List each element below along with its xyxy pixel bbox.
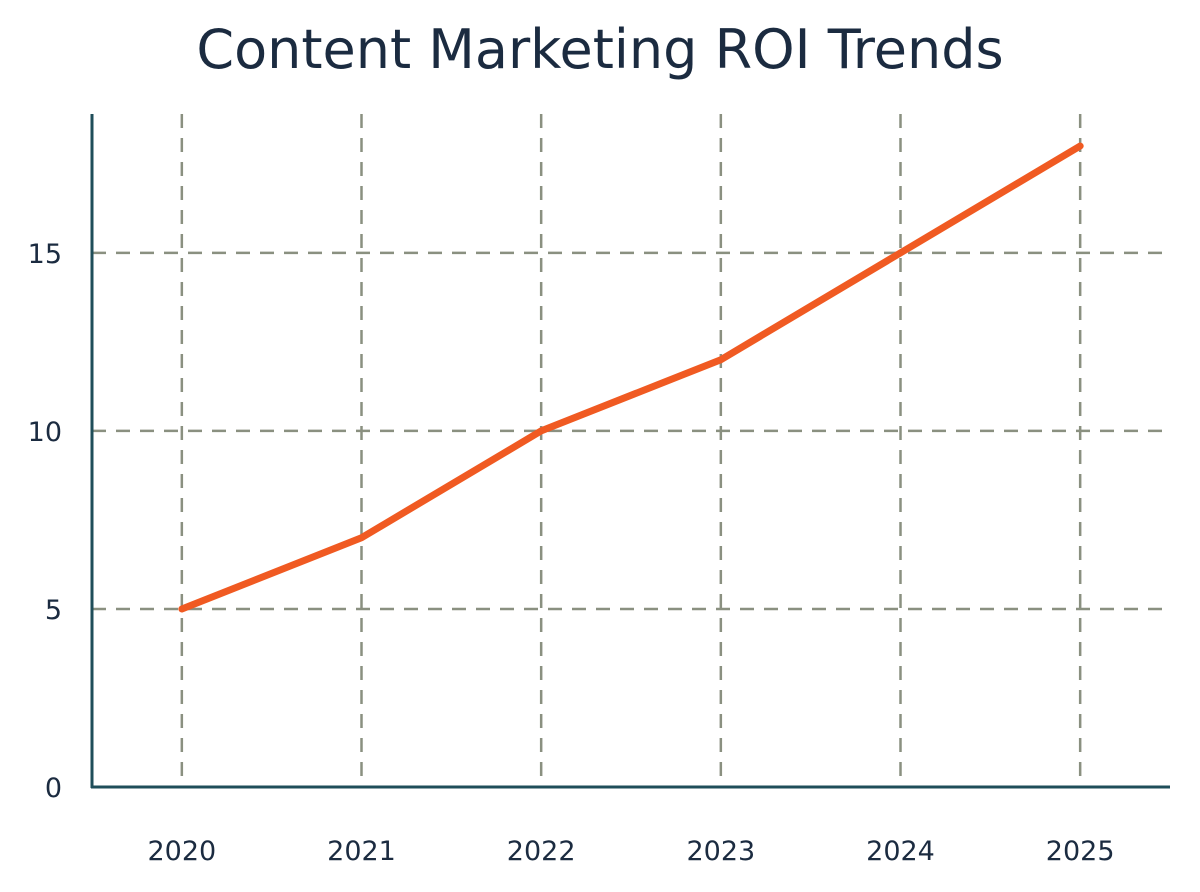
data-point [358, 534, 365, 541]
data-point [538, 427, 545, 434]
data-point [178, 605, 185, 612]
data-point [1077, 143, 1084, 150]
data-point [717, 356, 724, 363]
data-point [897, 249, 904, 256]
x-tick-label: 2021 [327, 836, 396, 867]
x-tick-label: 2022 [507, 836, 576, 867]
chart-title: Content Marketing ROI Trends [196, 18, 1004, 81]
y-tick-label: 5 [45, 595, 62, 626]
series-line [178, 142, 1084, 613]
y-tick-label: 15 [28, 239, 62, 270]
x-tick-label: 2020 [147, 836, 216, 867]
y-tick-label: 10 [28, 417, 62, 448]
y-tick-label: 0 [45, 773, 62, 804]
x-tick-label: 2025 [1046, 836, 1115, 867]
x-tick-label: 2024 [866, 836, 935, 867]
x-tick-label: 2023 [686, 836, 755, 867]
